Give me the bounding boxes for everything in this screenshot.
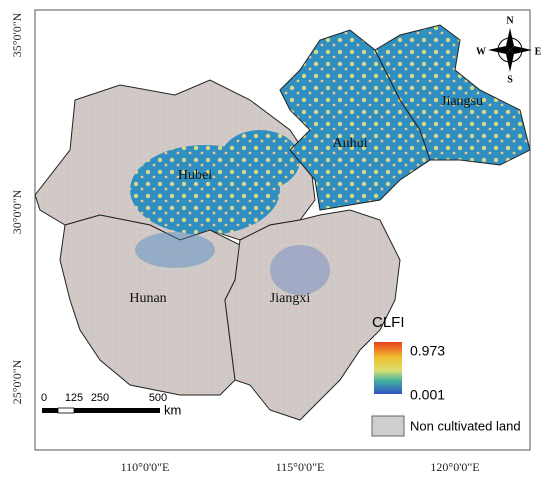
region-label: Jiangsu bbox=[441, 94, 483, 109]
legend-title: CLFI bbox=[372, 314, 405, 331]
legend-non-cultivated: Non cultivated land bbox=[410, 418, 521, 433]
scale-tick: 250 bbox=[91, 392, 109, 404]
compass: N E S W bbox=[476, 15, 542, 85]
region-label: Hubei bbox=[178, 168, 212, 183]
lat-label: 25°0'0"N bbox=[10, 359, 24, 404]
region-label: Jiangxi bbox=[270, 291, 311, 306]
scale-tick: 500 bbox=[149, 392, 167, 404]
hunan-cultivated bbox=[135, 232, 215, 268]
lat-label: 35°0'0"N bbox=[10, 12, 24, 57]
scale-tick: 0 bbox=[41, 392, 47, 404]
lon-label: 110°0'0"E bbox=[121, 460, 170, 474]
region-label: Hunan bbox=[129, 291, 166, 306]
lat-label: 30°0'0"N bbox=[10, 189, 24, 234]
compass-label: W bbox=[476, 46, 486, 57]
legend-max: 0.973 bbox=[410, 343, 445, 359]
legend: CLFI 0.973 0.001 Non cultivated land bbox=[371, 314, 521, 437]
compass-label: E bbox=[535, 46, 542, 57]
legend-min: 0.001 bbox=[410, 387, 445, 403]
scale-tick: 125 bbox=[65, 392, 83, 404]
provinces bbox=[34, 24, 531, 421]
jiangxi-cultivated bbox=[270, 245, 330, 295]
province-jiangxi bbox=[224, 209, 401, 421]
scale-unit: km bbox=[164, 402, 181, 417]
legend-swatch bbox=[371, 415, 405, 437]
compass-label: N bbox=[506, 15, 514, 26]
lon-labels: 110°0'0"E 115°0'0"E 120°0'0"E bbox=[121, 460, 480, 474]
lon-label: 120°0'0"E bbox=[430, 460, 479, 474]
province-jiangsu bbox=[374, 24, 531, 166]
lon-label: 115°0'0"E bbox=[276, 460, 325, 474]
compass-label: S bbox=[507, 74, 513, 85]
region-label: Anhui bbox=[333, 136, 368, 151]
legend-gradient bbox=[374, 342, 402, 394]
scale-bar: 0 125 250 500 km bbox=[41, 392, 181, 418]
hubei-cultivated bbox=[130, 130, 300, 235]
lat-labels: 35°0'0"N 30°0'0"N 25°0'0"N bbox=[10, 12, 24, 404]
